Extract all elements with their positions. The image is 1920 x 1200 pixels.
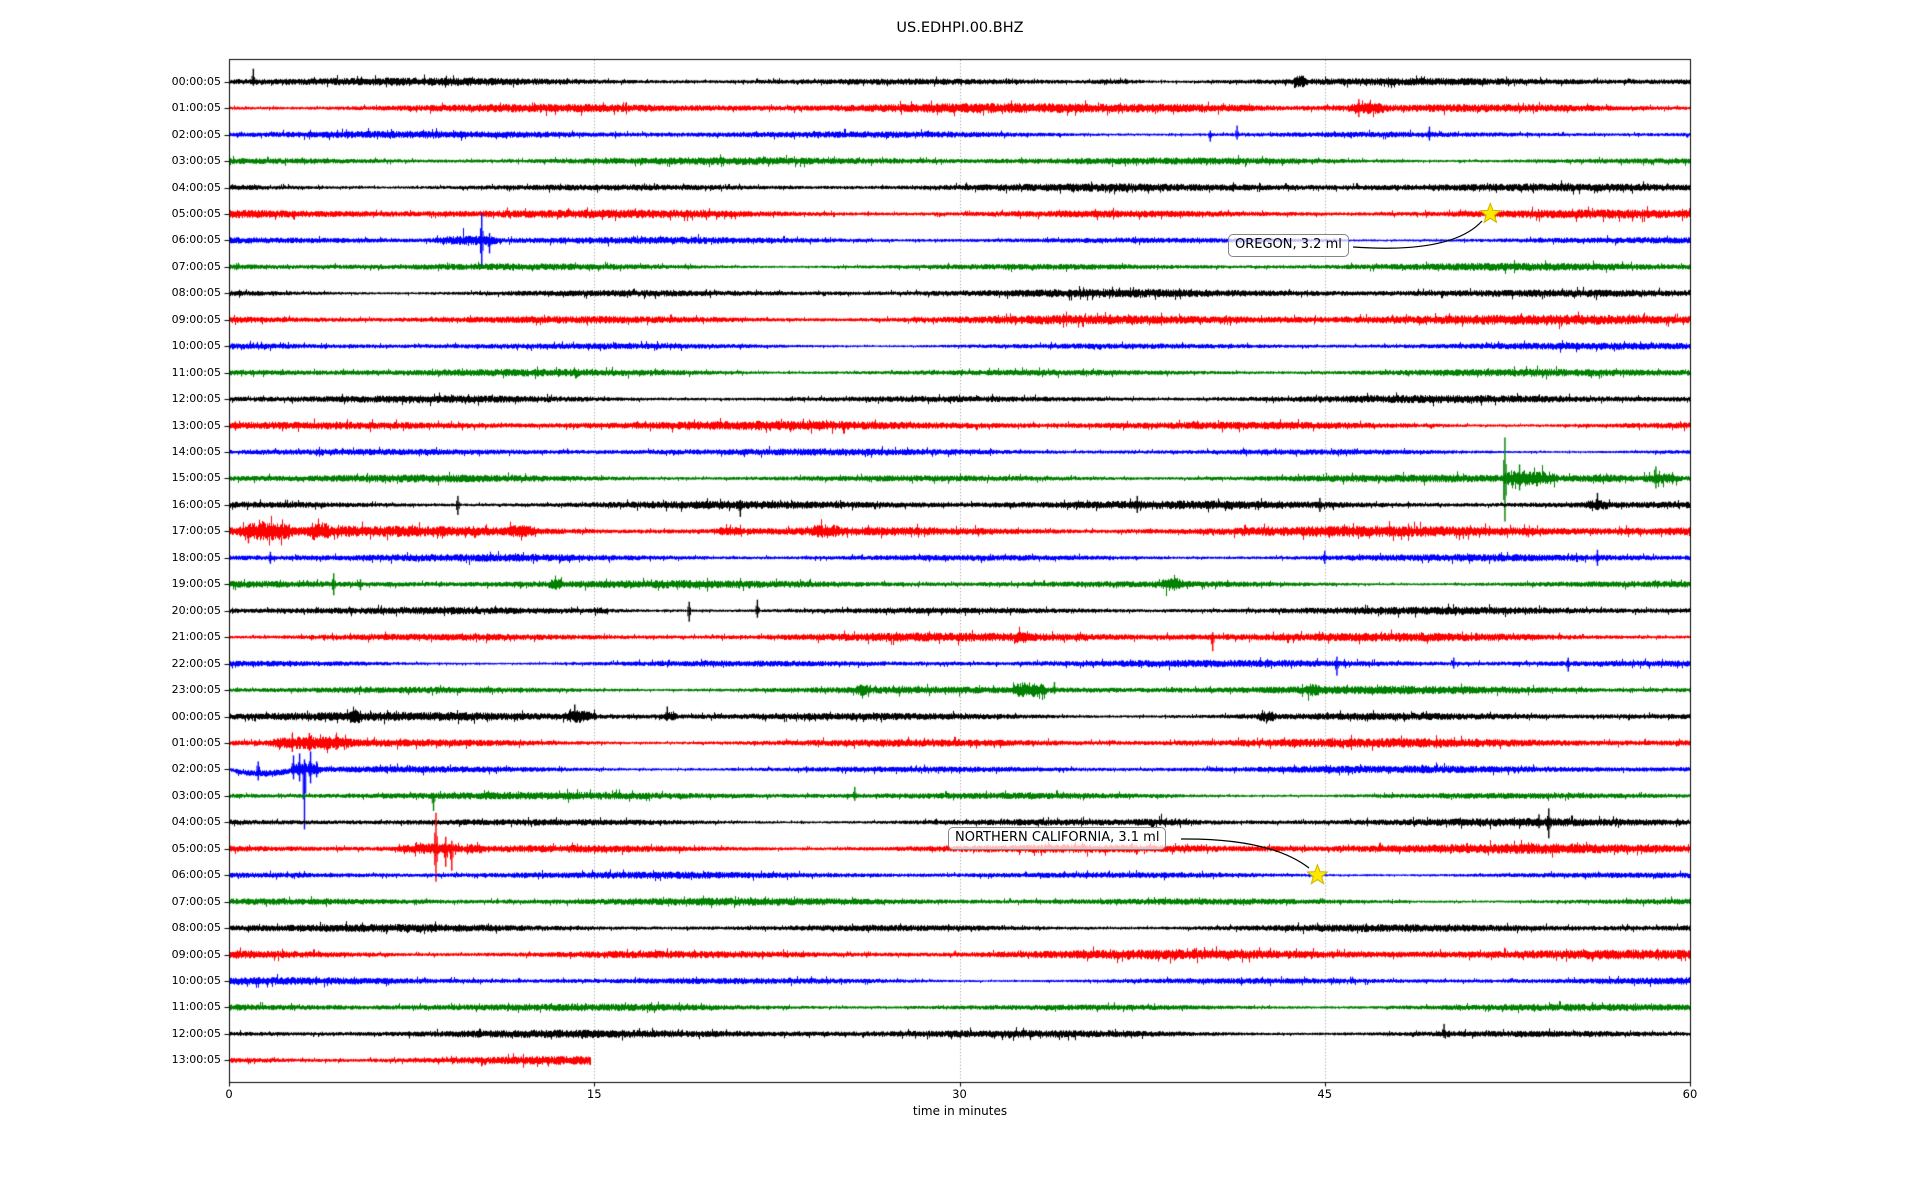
y-tick-label: 10:00:05 xyxy=(171,974,221,987)
y-tick-label: 00:00:05 xyxy=(171,709,221,723)
y-tick-label: 23:00:05 xyxy=(171,683,221,697)
y-tick-label: 08:00:05 xyxy=(171,921,221,935)
y-tick-label: 05:00:05 xyxy=(171,206,221,220)
y-tick-label: 17:00:05 xyxy=(171,524,221,538)
y-tick-label: 04:00:05 xyxy=(171,815,221,829)
y-tick-label: 03:00:05 xyxy=(171,154,221,168)
x-axis-title: time in minutes xyxy=(912,1104,1008,1118)
y-tick-label: 03:00:05 xyxy=(171,788,221,802)
y-tick-label: 11:00:05 xyxy=(171,365,221,379)
x-tick-label: 60 xyxy=(1682,1087,1698,1101)
y-tick-label: 08:00:05 xyxy=(171,286,221,300)
y-tick-label: 18:00:05 xyxy=(171,550,221,564)
y-tick-label: 09:00:05 xyxy=(171,947,221,961)
annotation-text-northern-california: NORTHERN CALIFORNIA, 3.1 ml xyxy=(955,830,1160,845)
y-tick-label: 21:00:05 xyxy=(171,630,221,644)
y-tick-label: 06:00:05 xyxy=(171,868,221,882)
annotation-text-oregon: OREGON, 3.2 ml xyxy=(1235,237,1342,252)
y-tick-label: 09:00:05 xyxy=(171,312,221,326)
y-tick-label: 12:00:05 xyxy=(171,1026,221,1040)
x-tick-label: 30 xyxy=(952,1087,967,1101)
y-tick-label: 13:00:05 xyxy=(171,418,221,432)
y-tick-label: 02:00:05 xyxy=(171,762,221,776)
y-tick-label: 12:00:05 xyxy=(171,392,221,406)
figure-title: US.EDHPI.00.BHZ xyxy=(896,20,1024,36)
y-tick-label: 02:00:05 xyxy=(171,127,221,141)
y-tick-label: 19:00:05 xyxy=(171,577,221,591)
y-tick-label: 05:00:05 xyxy=(171,841,221,855)
y-tick-label: 06:00:05 xyxy=(171,233,221,247)
y-tick-label: 15:00:05 xyxy=(171,471,221,485)
y-tick-label: 00:00:05 xyxy=(171,74,221,88)
y-tick-label: 13:00:05 xyxy=(171,1053,221,1067)
annotation-box-northern-california: NORTHERN CALIFORNIA, 3.1 ml xyxy=(948,827,1167,850)
y-tick-label: 16:00:05 xyxy=(171,497,221,511)
x-tick-label: 45 xyxy=(1317,1087,1333,1101)
x-tick-label: 15 xyxy=(586,1087,602,1101)
y-tick-label: 01:00:05 xyxy=(171,101,221,115)
y-tick-label: 07:00:05 xyxy=(171,894,221,908)
y-tick-label: 14:00:05 xyxy=(171,445,221,458)
annotation-box-oregon: OREGON, 3.2 ml xyxy=(1228,234,1349,257)
y-tick-label: 20:00:05 xyxy=(171,603,221,617)
y-tick-label: 04:00:05 xyxy=(171,180,221,194)
y-tick-label: 01:00:05 xyxy=(171,735,221,749)
y-tick-label: 22:00:05 xyxy=(171,656,221,670)
y-tick-label: 07:00:05 xyxy=(171,259,221,273)
y-tick-label: 11:00:05 xyxy=(171,1000,221,1014)
y-tick-label: 10:00:05 xyxy=(171,339,221,353)
x-tick-label: 0 xyxy=(225,1087,233,1101)
